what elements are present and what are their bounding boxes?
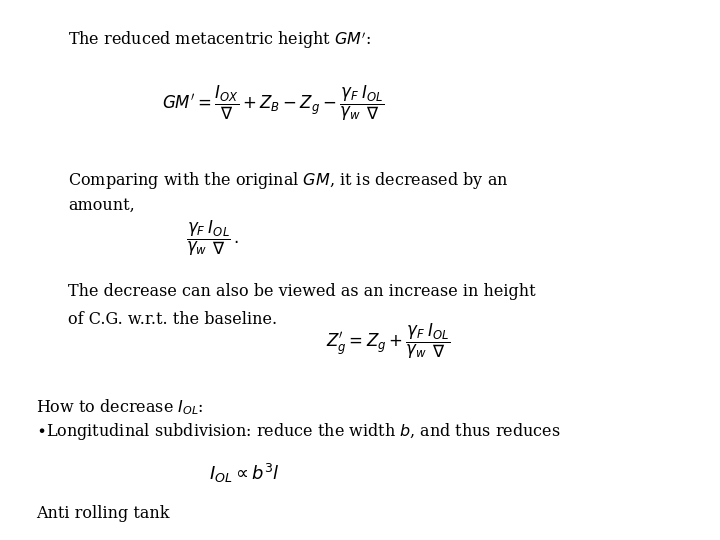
Text: $I_{OL} \propto b^3 l$: $I_{OL} \propto b^3 l$ xyxy=(210,462,280,485)
Text: $\bullet$Longitudinal subdivision: reduce the width $b$, and thus reduces: $\bullet$Longitudinal subdivision: reduc… xyxy=(36,421,561,442)
Text: How to decrease $I_{OL}$:: How to decrease $I_{OL}$: xyxy=(36,397,204,416)
Text: $GM' = \dfrac{I_{OX}}{\nabla} + Z_B - Z_g - \dfrac{\gamma_F}{\gamma_w}\dfrac{I_{: $GM' = \dfrac{I_{OX}}{\nabla} + Z_B - Z_… xyxy=(162,84,385,123)
Text: of C.G. w.r.t. the baseline.: of C.G. w.r.t. the baseline. xyxy=(68,310,277,327)
Text: The reduced metacentric height $GM'$:: The reduced metacentric height $GM'$: xyxy=(68,30,372,51)
Text: Anti rolling tank: Anti rolling tank xyxy=(36,505,169,522)
Text: The decrease can also be viewed as an increase in height: The decrease can also be viewed as an in… xyxy=(68,284,536,300)
Text: Comparing with the original $GM$, it is decreased by an: Comparing with the original $GM$, it is … xyxy=(68,170,509,191)
Text: $Z_g' = Z_g + \dfrac{\gamma_F}{\gamma_w}\dfrac{I_{OL}}{\nabla}$: $Z_g' = Z_g + \dfrac{\gamma_F}{\gamma_w}… xyxy=(326,321,451,361)
Text: $\dfrac{\gamma_F}{\gamma_w}\dfrac{I_{OL}}{\nabla}\,.$: $\dfrac{\gamma_F}{\gamma_w}\dfrac{I_{OL}… xyxy=(186,219,239,258)
Text: amount,: amount, xyxy=(68,197,135,214)
